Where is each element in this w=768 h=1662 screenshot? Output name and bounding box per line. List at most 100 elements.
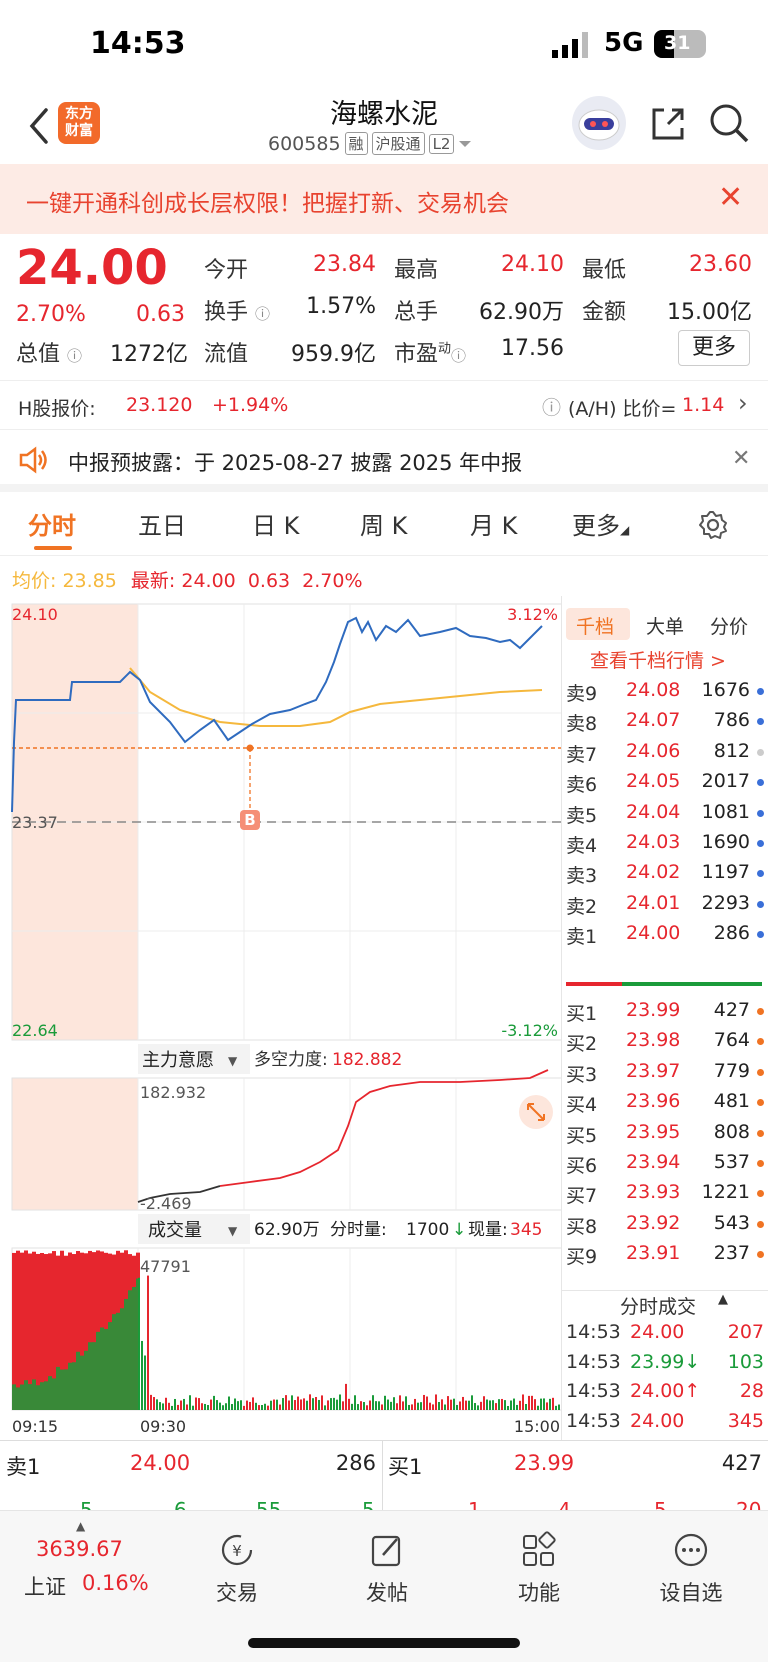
tick-time: 14:53 [566,1350,621,1373]
level-volume: 2017 [701,770,750,793]
intraday-summary: 均价: 23.85 最新: 24.00 0.63 2.70% [12,566,363,593]
info-icon[interactable]: ⓘ [451,347,467,365]
buy-marker-label: B [244,811,255,829]
level-volume: 1081 [701,800,750,823]
level1-quote-row: 卖1 24.00 286 买1 23.99 427 [0,1440,768,1513]
pct-bottom-label: -3.12% [501,1021,558,1040]
stock-subtitle[interactable]: 600585 融 沪股通 L2 [268,132,472,155]
volume-total: 62.90万 [254,1220,320,1240]
tab-daily-k[interactable]: 日 K [252,512,300,540]
help-icon[interactable]: ⓘ [542,397,562,419]
tab-intraday[interactable]: 分时 [28,512,76,540]
close-icon[interactable]: ✕ [732,446,751,471]
mcap-label[interactable]: 总值 ⓘ [16,336,82,368]
h-share-label: H股报价: [18,398,96,420]
assistant-robot-icon[interactable] [572,96,626,150]
info-icon[interactable]: ⓘ [67,347,83,365]
bid1-price: 23.99 [514,1451,575,1475]
indicator-name: 主力意愿 [142,1050,214,1071]
ask-level-row: 卖1 24.00 286 [562,919,768,949]
back-icon[interactable] [24,104,54,148]
last-price: 24.00 [16,240,168,296]
indicator-header[interactable]: 主力意愿 ▼ 多空力度: 182.882 [138,1044,402,1074]
y-mid-label: 23.37 [12,813,58,832]
level-label: 买2 [566,1033,598,1056]
share-icon[interactable] [648,104,688,144]
level-price: 23.99 [626,999,681,1021]
bid-level-row: 买9 23.91 237 [562,1239,768,1269]
level-label: 买8 [566,1215,598,1238]
gear-icon[interactable] [698,510,728,540]
level-price: 24.01 [626,891,681,914]
level-price: 24.07 [626,709,681,732]
ticks-title[interactable]: 分时成交 [620,1296,697,1318]
pe-label-text: 市盈 [394,342,439,367]
level-volume: 764 [713,1029,750,1052]
logo-line-2: 财富 [65,123,93,139]
stock-name: 海螺水泥 [330,99,438,130]
notice-bar[interactable]: 中报预披露：于 2025-08-27 披露 2025 年中报 ✕ [0,432,768,492]
tab-monthly-k[interactable]: 月 K [470,512,518,540]
level-volume: 1690 [701,831,750,853]
level-dot-icon [757,718,764,726]
level-volume: 481 [713,1090,750,1113]
tab-post[interactable]: 发帖 [332,1531,442,1607]
level-label: 卖6 [566,774,598,797]
buy-marker[interactable] [240,810,260,830]
volume-min-value: 1700 [406,1220,449,1240]
level-price: 23.97 [626,1059,681,1082]
book-link[interactable]: 查看千档行情 > [590,650,726,672]
volume-value: 62.90万 [479,300,564,325]
queue-right-4: 20 [736,1498,762,1510]
ask-level-row: 卖8 24.07 786 [562,706,768,736]
tab-more[interactable]: 更多◢ [572,506,629,541]
indicator-bottom-label: -2.469 [140,1194,192,1213]
time-start-label: 09:15 [12,1417,58,1436]
book-tab-thousand[interactable]: 千档 [576,616,615,638]
info-icon[interactable]: ⓘ [255,305,271,323]
ask-level-row: 卖9 24.08 1676 [562,676,768,706]
volume-header[interactable]: 成交量 ▼ 62.90万 分时量: 1700 ↓ 现量: 345 [138,1214,542,1244]
level-label: 买7 [566,1185,598,1208]
ask1-label: 卖1 [6,1455,41,1479]
bid-level-row: 买7 23.93 1221 [562,1178,768,1208]
h-share-row[interactable]: H股报价: 23.120 +1.94% ⓘ (A/H) 比价= 1.14 › [0,380,768,430]
edit-icon [371,1535,401,1567]
level-dot-icon [757,900,764,908]
level-label: 卖5 [566,804,598,827]
level-price: 24.03 [626,831,681,853]
tick-row: 14:53 24.00 345 [562,1407,768,1437]
dropdown-caret-icon: ▼ [228,1224,238,1238]
intraday-chart[interactable]: B 24.10 23.37 22.64 3.12% -3.12% 主力意愿 ▼ … [0,596,562,1442]
level-volume: 237 [713,1242,750,1265]
tab-post-label: 发帖 [366,1581,408,1605]
y-top-label: 24.10 [12,605,58,624]
tab-functions[interactable]: 功能 [484,1531,594,1607]
pe-label[interactable]: 市盈动ⓘ [394,336,466,368]
tab-trade[interactable]: ¥ 交易 [182,1531,292,1607]
tab-watchlist[interactable]: 设自选 [636,1531,746,1607]
index-percent: 0.16% [82,1571,149,1595]
high-label: 最高 [394,258,439,283]
turnover-label[interactable]: 换手 ⓘ [204,294,270,326]
ask-level-row: 卖3 24.02 1197 [562,858,768,888]
volume-now-value: 345 [510,1220,542,1240]
book-tab-big-orders[interactable]: 大单 [646,616,685,638]
level-volume: 1676 [701,679,750,701]
book-tab-price[interactable]: 分价 [710,616,749,638]
chevron-up-icon: ▲ [718,1292,728,1307]
tab-weekly-k[interactable]: 周 K [360,512,408,540]
search-icon[interactable] [708,102,750,144]
avg-label: 均价: [12,570,57,592]
close-icon[interactable]: ✕ [718,180,744,215]
tick-row: 14:53 24.00 207 [562,1318,768,1348]
level-volume: 808 [713,1120,750,1143]
low-label: 最低 [582,258,627,283]
order-queue-row: 5 6 55 5 1 4 5 20 [0,1486,768,1510]
promo-banner[interactable]: 一键开通科创成长层权限！把握打新、交易机会 ✕ [0,164,768,234]
bid-level-row: 买2 23.98 764 [562,1026,768,1056]
level-price: 23.92 [626,1211,681,1234]
volume-label: 总手 [394,300,439,325]
tab-five-day[interactable]: 五日 [138,512,186,540]
more-button[interactable]: 更多 [678,330,750,366]
